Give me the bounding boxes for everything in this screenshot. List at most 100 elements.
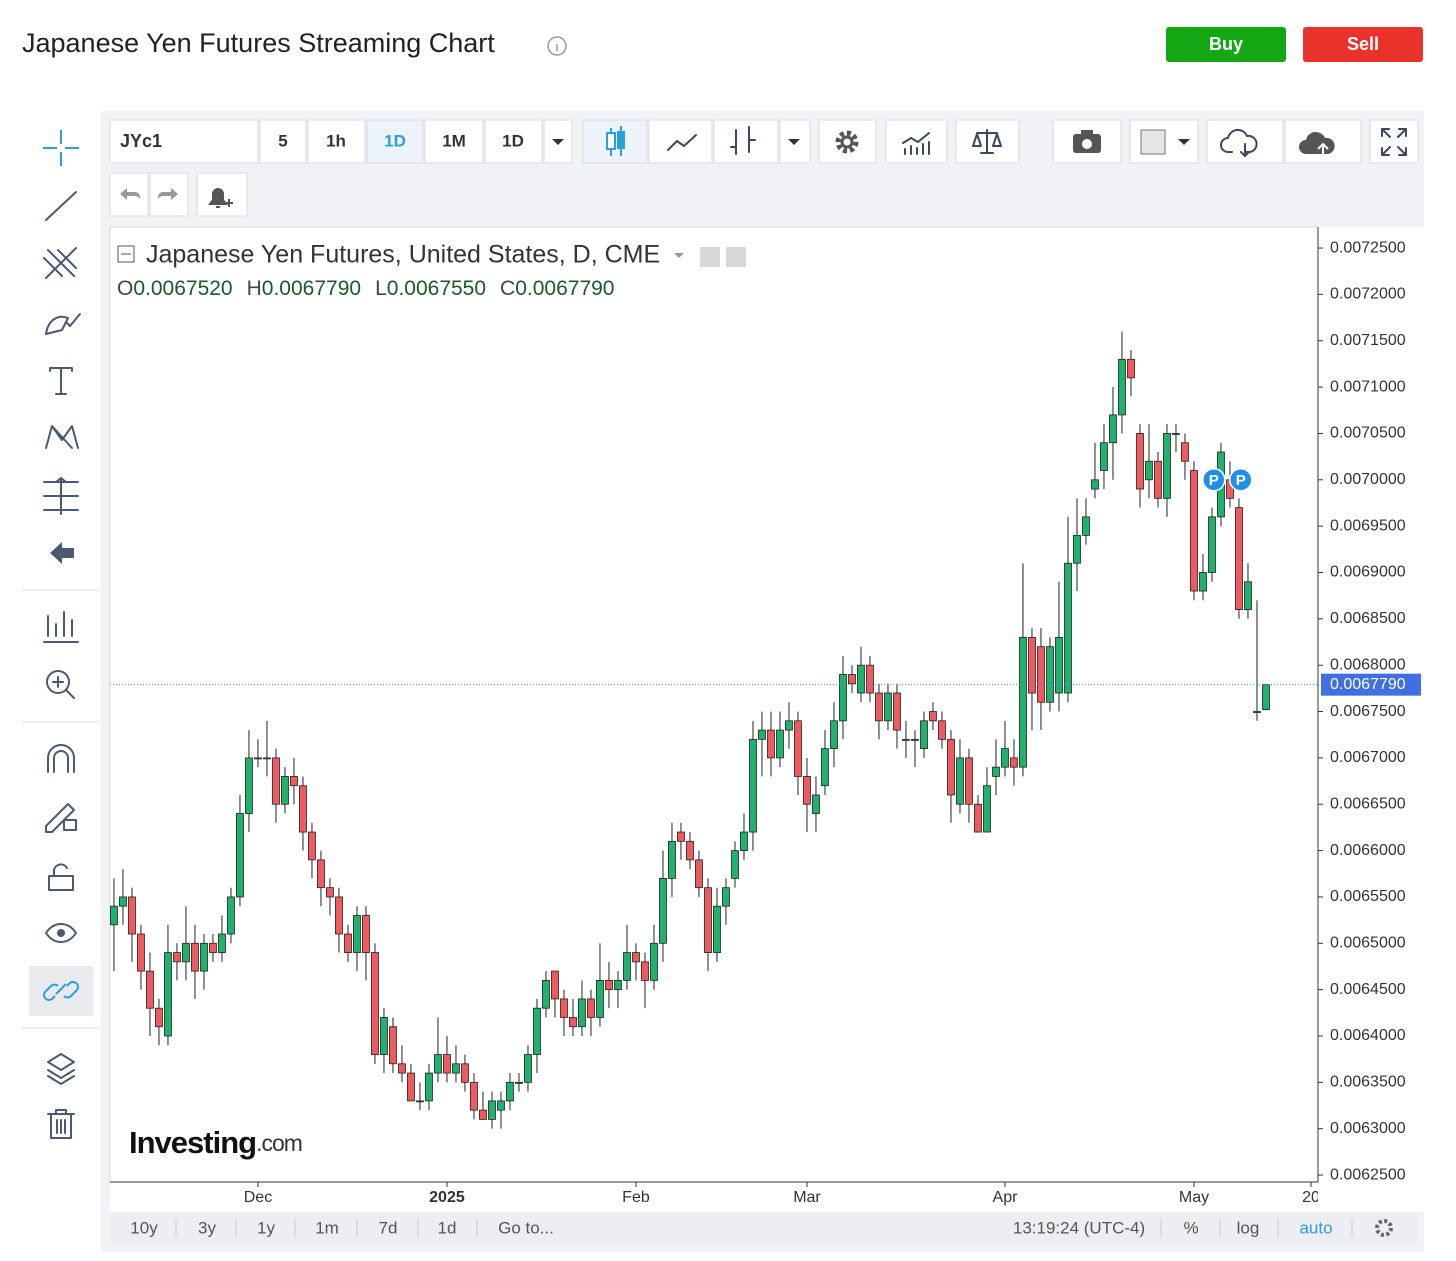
candle-body [920, 720, 928, 750]
candle-body [1208, 516, 1216, 573]
fullscreen-button[interactable] [1369, 119, 1419, 164]
candle-body [740, 831, 748, 851]
candle-body [398, 1063, 406, 1074]
line-type-button[interactable] [648, 119, 713, 164]
range-button[interactable]: 1y [257, 1218, 275, 1237]
candle-body [632, 952, 640, 963]
interval-button[interactable] [484, 119, 543, 164]
sell-button[interactable] [1303, 27, 1423, 62]
candle-body [1028, 636, 1036, 694]
candle-body [308, 831, 316, 861]
symbol-box[interactable] [109, 119, 259, 164]
eye-tool[interactable] [45, 923, 77, 943]
chart-tool[interactable] [43, 611, 79, 643]
interval-button-active[interactable] [366, 119, 424, 164]
buy-button[interactable] [1166, 27, 1286, 62]
l-label: L [375, 277, 387, 300]
interval-button[interactable] [424, 119, 484, 164]
unlock-tool[interactable] [48, 863, 74, 891]
candle-body [407, 1072, 415, 1102]
pattern-tool[interactable] [45, 425, 79, 449]
candle-body [191, 942, 199, 972]
candle-body [389, 1026, 397, 1065]
page-title: Japanese Yen Futures Streaming Chart [22, 28, 495, 58]
cloud-down-icon [1220, 128, 1258, 157]
fib-tool[interactable] [43, 247, 77, 279]
position-marker-label: P [1209, 472, 1219, 489]
y-tick-label: 0.0066500 [1330, 795, 1406, 812]
candle-body [1163, 433, 1171, 499]
candle-body [236, 813, 244, 898]
back-tool[interactable] [50, 542, 74, 564]
collapse-icon[interactable] [117, 245, 135, 263]
percent-toggle[interactable]: % [1183, 1218, 1198, 1237]
candle-body [443, 1054, 451, 1074]
brush-tool[interactable] [45, 313, 81, 335]
logo-brand: Investing [129, 1125, 256, 1160]
candle-body [1244, 581, 1252, 610]
auto-toggle[interactable]: auto [1299, 1218, 1332, 1237]
alert-plus [225, 199, 233, 207]
candle-body [821, 748, 829, 787]
camera-icon [1081, 130, 1093, 136]
goto-button[interactable]: Go to... [498, 1218, 554, 1237]
link-icon [43, 981, 79, 1001]
link-tool-active[interactable] [29, 966, 93, 1016]
candle-body [578, 998, 586, 1028]
range-button[interactable]: 7d [379, 1218, 398, 1237]
range-button[interactable]: 1d [438, 1218, 457, 1237]
trendline-tool[interactable] [45, 191, 77, 221]
candle-body [1190, 470, 1198, 592]
text-tool[interactable] [49, 367, 73, 395]
magnet-tool[interactable] [47, 744, 75, 773]
lock-drawing-tool[interactable] [45, 803, 77, 833]
candle-body [1172, 433, 1180, 435]
range-settings[interactable] [1375, 1219, 1393, 1237]
candle-body [173, 952, 181, 963]
bar-type-button[interactable] [713, 119, 779, 164]
candle-body [182, 942, 190, 963]
range-button[interactable]: 1m [315, 1218, 339, 1237]
settings-icon[interactable] [726, 247, 746, 267]
candle-body [929, 711, 937, 722]
drawing-toolbar [22, 130, 100, 1139]
candle-body [371, 952, 379, 1055]
trash-tool[interactable] [47, 1109, 75, 1139]
x-tick-label: May [1179, 1189, 1209, 1206]
settings-button[interactable] [818, 119, 877, 164]
y-tick-label: 0.0063000 [1330, 1120, 1406, 1137]
candle-body [479, 1109, 487, 1120]
candle-body [605, 979, 613, 991]
candle-body [623, 952, 631, 981]
candle-body [416, 1100, 424, 1103]
y-tick-label: 0.0065000 [1330, 935, 1406, 952]
candle-body [668, 840, 676, 879]
range-button[interactable]: 10y [130, 1218, 158, 1237]
candle-body [425, 1072, 433, 1102]
layers-tool[interactable] [47, 1053, 75, 1085]
y-tick-label: 0.0067000 [1330, 749, 1406, 766]
candle-body [155, 1007, 163, 1028]
caret [788, 139, 800, 145]
c-value: 0.0067790 [515, 277, 614, 300]
position-marker [1202, 468, 1226, 492]
interval-button[interactable] [259, 119, 307, 164]
alert-icon [208, 188, 228, 208]
candle-body [362, 915, 370, 953]
candle-body [947, 738, 955, 796]
crosshair-tool[interactable] [43, 130, 79, 166]
measure-tool[interactable] [43, 477, 79, 515]
last-price-label: 0.0067790 [1330, 676, 1406, 693]
info-icon[interactable] [547, 36, 567, 56]
interval-label: 1D [384, 131, 406, 150]
candle-body [992, 766, 1000, 777]
candle-body [245, 757, 253, 814]
candle-body [254, 757, 262, 760]
candle-body [488, 1100, 496, 1120]
position-marker-label: P [1236, 472, 1246, 489]
log-toggle[interactable]: log [1237, 1218, 1260, 1237]
zoom-tool[interactable] [46, 670, 70, 694]
visibility-icon[interactable] [700, 247, 720, 267]
interval-button[interactable] [307, 119, 366, 164]
range-button[interactable]: 3y [198, 1218, 216, 1237]
